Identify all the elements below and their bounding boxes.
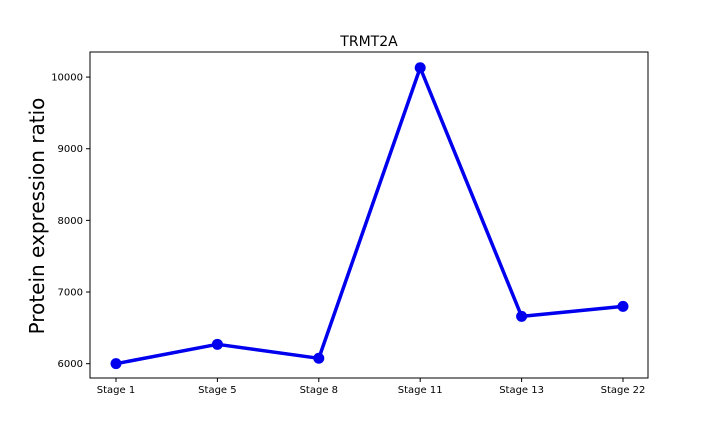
series-layer xyxy=(110,62,629,370)
y-tick-label: 10000 xyxy=(51,73,83,84)
data-point xyxy=(414,62,426,74)
y-axis: 6000 7000 8000 9000 10000 xyxy=(51,73,90,370)
plot-area-frame xyxy=(89,51,649,379)
y-tick-label: 6000 xyxy=(58,359,83,370)
x-axis: Stage 1 Stage 5 Stage 8 Stage 11 Stage 13 Sta… xyxy=(97,378,646,396)
x-tick-label: Stage 13 xyxy=(499,385,544,396)
y-tick-label: 7000 xyxy=(58,288,83,299)
x-tick-label: Stage 11 xyxy=(398,385,443,396)
x-tick-label: Stage 1 xyxy=(97,385,135,396)
x-tick-label: Stage 5 xyxy=(198,385,236,396)
y-tick-label: 8000 xyxy=(58,216,83,227)
series-line xyxy=(115,66,624,366)
x-tick-label: Stage 8 xyxy=(300,385,338,396)
data-point xyxy=(617,300,629,312)
y-tick-label: 9000 xyxy=(58,144,83,155)
data-point xyxy=(110,358,122,370)
x-tick-label: Stage 22 xyxy=(601,385,646,396)
data-point xyxy=(211,338,223,350)
data-point xyxy=(313,352,325,364)
chart-title: TRMT2A xyxy=(339,34,398,50)
y-axis-label: Protein expression ratio xyxy=(25,98,49,335)
data-point xyxy=(516,310,528,322)
